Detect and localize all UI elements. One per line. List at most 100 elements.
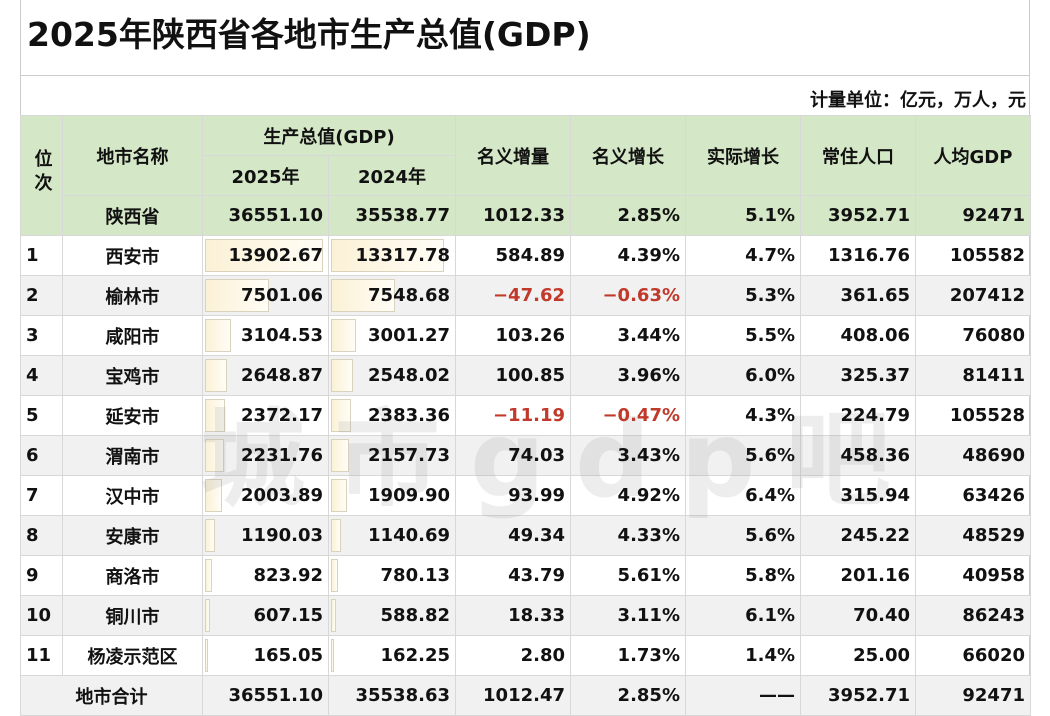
cell-per-capita-text: 66020: [962, 645, 1025, 666]
cell-gdp2025-text: 2372.17: [241, 405, 323, 426]
cell-population: 245.22: [800, 515, 916, 556]
cell-increase: 74.03: [455, 435, 571, 476]
cell-rank-text: 9: [26, 565, 39, 586]
cell-per-capita-text: 105528: [949, 405, 1025, 426]
cell-population-text: 458.36: [840, 445, 910, 466]
cell-gdp2025: 7501.06: [202, 275, 329, 316]
cell-increase: 93.99: [455, 475, 571, 516]
cell-per-capita: 105528: [915, 395, 1031, 436]
cell-nominal-growth-text: −0.47%: [602, 405, 680, 426]
cell-population-text: 201.16: [840, 565, 910, 586]
cell-population: 458.36: [800, 435, 916, 476]
cell-name-text: 西安市: [105, 246, 160, 268]
cell-increase-text: 74.03: [508, 445, 565, 466]
cell-increase: 49.34: [455, 515, 571, 556]
cell-population-text: 25.00: [853, 645, 910, 666]
cell-per-capita: 48690: [915, 435, 1031, 476]
cell-gdp2024-text: 1140.69: [368, 525, 450, 546]
cell-nominal-growth: 2.85%: [570, 195, 686, 236]
cell-nominal-growth-text: −0.63%: [602, 285, 680, 306]
table-row: 4 宝鸡市 2648.87 2548.02 100.85 3.96% 6.0% 325.37 8…: [20, 355, 1031, 396]
cell-nominal-growth-text: 4.39%: [617, 245, 680, 266]
cell-name-text: 咸阳市: [105, 326, 160, 348]
cell-gdp2025: 823.92: [202, 555, 329, 596]
cell-gdp2024-text: 13317.78: [355, 245, 450, 266]
cell-increase-text: 100.85: [495, 365, 565, 386]
cell-name-text: 商洛市: [105, 566, 160, 588]
cell-name: 安康市: [62, 515, 203, 556]
cell-gdp2024-text: 2548.02: [368, 365, 450, 386]
cell-gdp2025-text: 3104.53: [241, 325, 323, 346]
cell-gdp2025-text: 607.15: [253, 605, 323, 626]
cell-gdp2024: 35538.77: [328, 195, 456, 236]
cell-per-capita-text: 76080: [962, 325, 1025, 346]
table-row: 1 西安市 13902.67 13317.78 584.89 4.39% 4.7% 1316.…: [20, 235, 1031, 276]
cell-per-capita-text: 86243: [962, 605, 1025, 626]
cell-population: 1316.76: [800, 235, 916, 276]
cell-gdp2025-text: 2231.76: [241, 445, 323, 466]
cell-nominal-growth: 2.85%: [570, 675, 686, 716]
cell-increase-text: 103.26: [495, 325, 565, 346]
table-row: 8 安康市 1190.03 1140.69 49.34 4.33% 5.6% 245.22 48…: [20, 515, 1031, 556]
cell-name-text: 延安市: [105, 406, 160, 428]
cell-per-capita-text: 63426: [962, 485, 1025, 506]
cell-increase: 584.89: [455, 235, 571, 276]
cell-increase: 2.80: [455, 635, 571, 676]
cell-rank-text: 11: [26, 645, 52, 666]
total-row: 地市合计 36551.10 35538.63 1012.47 2.85% —— …: [20, 675, 1031, 716]
cell-name: 宝鸡市: [62, 355, 203, 396]
cell-gdp2024-text: 588.82: [380, 605, 450, 626]
cell-per-capita: 76080: [915, 315, 1031, 356]
table-row: 11 杨凌示范区 165.05 162.25 2.80 1.73% 1.4% 25.00 660…: [20, 635, 1031, 676]
cell-name: 铜川市: [62, 595, 203, 636]
cell-gdp2024: 780.13: [328, 555, 456, 596]
cell-real-growth: 5.6%: [685, 435, 801, 476]
cell-rank-text: 8: [26, 525, 39, 546]
gdp-table: 位次 地市名称 生产总值(GDP) 名义增量 名义增长 实际增长 常住人口 人均…: [20, 115, 1031, 716]
cell-per-capita: 92471: [915, 195, 1031, 236]
cell-per-capita-text: 207412: [949, 285, 1025, 306]
gdp-data-bar: [331, 359, 353, 392]
cell-population-text: 408.06: [840, 325, 910, 346]
header-population: 常住人口: [800, 115, 916, 196]
page-title: 2025年陕西省各地市生产总值(GDP): [27, 15, 591, 54]
cell-gdp2024-text: 2383.36: [368, 405, 450, 426]
cell-rank: 11: [20, 635, 63, 676]
cell-nominal-growth-text: 3.43%: [617, 445, 680, 466]
cell-gdp2025: 2003.89: [202, 475, 329, 516]
header-2024: 2024年: [328, 155, 456, 196]
cell-nominal-growth-text: 3.44%: [617, 325, 680, 346]
cell-nominal-growth-text: 4.92%: [617, 485, 680, 506]
cell-real-growth: 6.1%: [685, 595, 801, 636]
cell-rank-text: 10: [26, 605, 52, 626]
cell-increase-text: 18.33: [508, 605, 565, 626]
cell-real-growth: 6.0%: [685, 355, 801, 396]
cell-population: 315.94: [800, 475, 916, 516]
gdp-data-bar: [205, 559, 212, 592]
cell-real-growth-text: 6.1%: [745, 605, 795, 626]
table-row: 9 商洛市 823.92 780.13 43.79 5.61% 5.8% 201.16 4095…: [20, 555, 1031, 596]
cell-population: 201.16: [800, 555, 916, 596]
gdp-data-bar: [205, 639, 208, 672]
gdp-data-bar: [331, 439, 350, 472]
cell-real-growth-text: 6.4%: [745, 485, 795, 506]
cell-rank-text: 4: [26, 365, 39, 386]
header-name: 地市名称: [62, 115, 203, 196]
cell-gdp2024-text: 780.13: [380, 565, 450, 586]
cell-name-text: 渭南市: [105, 446, 160, 468]
header-nominal-increase: 名义增量: [455, 115, 571, 196]
cell-rank-text: 6: [26, 445, 39, 466]
cell-gdp2025: 165.05: [202, 635, 329, 676]
gdp-data-bar: [205, 599, 211, 632]
cell-name: 西安市: [62, 235, 203, 276]
cell-gdp2024: 2383.36: [328, 395, 456, 436]
gdp-data-bar: [205, 519, 216, 552]
cell-name: 杨凌示范区: [62, 635, 203, 676]
cell-gdp2024: 2548.02: [328, 355, 456, 396]
cell-per-capita: 40958: [915, 555, 1031, 596]
total-name: 地市合计: [20, 675, 203, 716]
cell-population: 25.00: [800, 635, 916, 676]
cell-population-text: 224.79: [840, 405, 910, 426]
gdp-data-bar: [205, 479, 222, 512]
cell-gdp2025: 2231.76: [202, 435, 329, 476]
